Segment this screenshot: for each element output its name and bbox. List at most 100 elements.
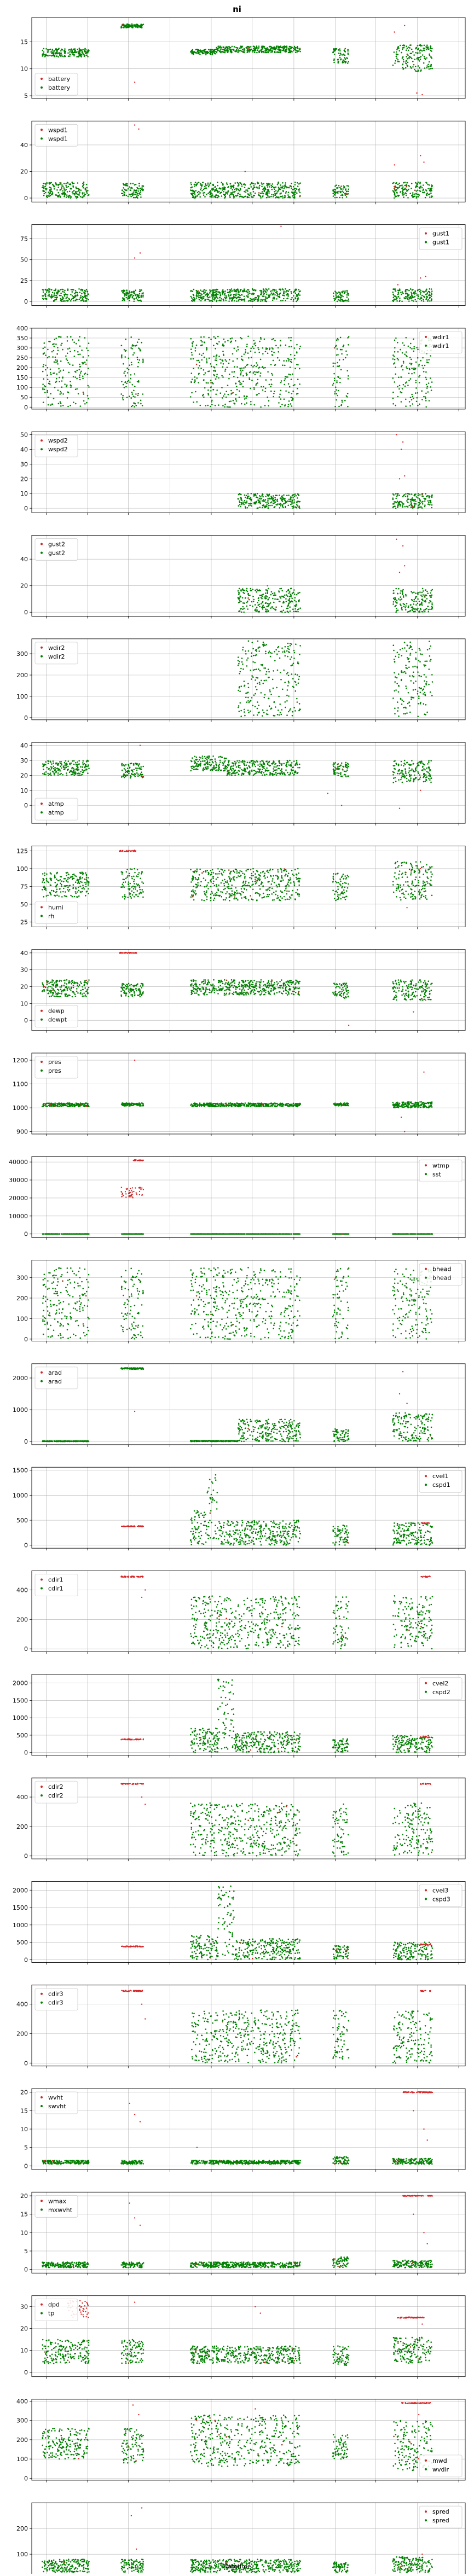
raw-outlier bbox=[420, 277, 421, 278]
qc-point bbox=[405, 405, 407, 407]
qc-point bbox=[239, 588, 240, 590]
qc-point bbox=[278, 182, 279, 184]
qc-point bbox=[278, 347, 279, 349]
qc-point bbox=[219, 187, 221, 189]
qc-point bbox=[247, 296, 249, 298]
qc-point bbox=[229, 196, 231, 198]
qc-point bbox=[43, 48, 45, 50]
qc-point bbox=[404, 353, 406, 355]
qc-point bbox=[283, 48, 285, 50]
qc-point bbox=[130, 183, 131, 185]
qc-point bbox=[192, 379, 193, 380]
raw-outlier bbox=[402, 545, 403, 546]
axes-frame bbox=[32, 432, 465, 513]
qc-point bbox=[129, 295, 130, 297]
qc-point bbox=[238, 597, 239, 598]
qc-point bbox=[342, 62, 344, 63]
qc-point bbox=[427, 46, 429, 48]
qc-point bbox=[340, 349, 342, 351]
qc-point bbox=[244, 590, 246, 591]
qc-point bbox=[397, 59, 399, 61]
qc-point bbox=[339, 377, 341, 379]
qc-point bbox=[298, 190, 300, 192]
qc-point bbox=[134, 396, 136, 398]
qc-point bbox=[292, 608, 294, 610]
qc-point bbox=[289, 606, 291, 608]
qc-point bbox=[208, 49, 210, 51]
qc-point bbox=[262, 45, 263, 47]
qc-point bbox=[424, 501, 426, 502]
qc-point bbox=[201, 344, 203, 346]
qc-point bbox=[204, 196, 206, 198]
qc-point bbox=[70, 54, 71, 56]
qc-point bbox=[48, 383, 50, 385]
qc-point bbox=[137, 193, 138, 195]
qc-point bbox=[67, 406, 69, 408]
y-tick-label: 50 bbox=[20, 432, 28, 439]
qc-point bbox=[194, 376, 196, 378]
raw-outlier bbox=[420, 155, 421, 156]
qc-point bbox=[298, 293, 299, 294]
qc-point bbox=[267, 190, 269, 192]
qc-point bbox=[232, 299, 234, 301]
qc-point bbox=[281, 380, 282, 382]
qc-point bbox=[334, 406, 336, 408]
qc-point bbox=[49, 190, 51, 191]
qc-point bbox=[401, 392, 403, 394]
qc-point bbox=[290, 501, 291, 503]
qc-point bbox=[336, 296, 338, 298]
qc-point bbox=[213, 336, 215, 338]
legend: wspd1wspd1 bbox=[35, 124, 78, 146]
qc-point bbox=[393, 590, 395, 592]
qc-point bbox=[206, 194, 207, 195]
qc-point bbox=[275, 345, 277, 346]
qc-point bbox=[430, 65, 432, 66]
qc-point bbox=[55, 299, 57, 301]
qc-point bbox=[213, 374, 215, 376]
qc-point bbox=[79, 49, 80, 51]
qc-point bbox=[56, 361, 58, 363]
qc-point bbox=[417, 598, 419, 600]
qc-point bbox=[294, 194, 296, 195]
qc-point bbox=[53, 350, 55, 352]
qc-point bbox=[274, 507, 275, 509]
qc-point bbox=[226, 296, 227, 298]
qc-point bbox=[400, 603, 401, 605]
qc-point bbox=[262, 347, 264, 349]
qc-point bbox=[431, 595, 433, 596]
qc-point bbox=[62, 190, 63, 192]
qc-point bbox=[395, 374, 397, 375]
qc-point bbox=[246, 502, 248, 504]
qc-point bbox=[241, 46, 243, 48]
y-tick-label: 200 bbox=[16, 364, 28, 371]
qc-point bbox=[280, 340, 281, 341]
qc-point bbox=[342, 299, 343, 300]
qc-point bbox=[192, 197, 194, 199]
qc-point bbox=[346, 196, 348, 198]
qc-point bbox=[337, 354, 339, 356]
qc-point bbox=[342, 296, 344, 298]
qc-point bbox=[138, 190, 140, 192]
qc-point bbox=[252, 50, 253, 51]
qc-point bbox=[64, 290, 66, 292]
qc-point bbox=[235, 340, 236, 342]
qc-point bbox=[121, 193, 123, 194]
qc-point bbox=[392, 493, 394, 495]
qc-point bbox=[346, 290, 348, 292]
qc-point bbox=[297, 295, 298, 296]
qc-point bbox=[395, 493, 397, 495]
qc-point bbox=[42, 389, 44, 391]
qc-point bbox=[282, 46, 284, 48]
qc-point bbox=[430, 68, 432, 69]
qc-point bbox=[49, 55, 51, 56]
qc-point bbox=[83, 400, 85, 402]
qc-point bbox=[199, 54, 201, 55]
qc-point bbox=[232, 360, 234, 362]
qc-point bbox=[82, 49, 84, 50]
legend-label: battery bbox=[48, 75, 71, 83]
qc-point bbox=[431, 294, 432, 295]
qc-point bbox=[75, 192, 77, 194]
qc-point bbox=[246, 396, 248, 397]
qc-point bbox=[339, 292, 341, 293]
qc-point bbox=[425, 493, 426, 495]
